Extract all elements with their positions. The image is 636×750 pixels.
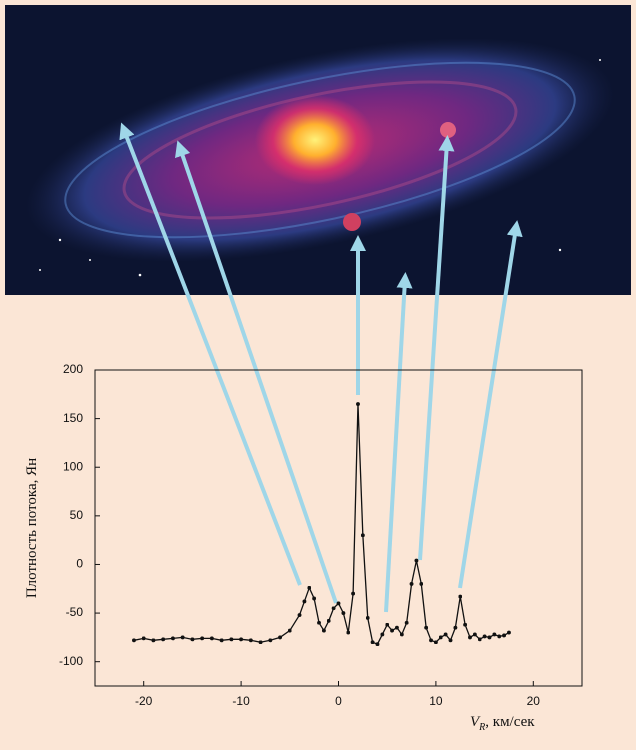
x-axis-label: VR, км/сек [470, 714, 535, 733]
x-tick-label: -20 [135, 694, 153, 708]
y-tick-label: 200 [63, 362, 83, 376]
y-tick-label: 50 [70, 508, 84, 522]
spectrum-line [132, 402, 511, 647]
x-tick-label: -10 [232, 694, 250, 708]
y-tick-label: -100 [59, 654, 83, 668]
galaxy-illustration [5, 5, 631, 295]
y-tick-label: 150 [63, 411, 83, 425]
arrow [384, 272, 413, 613]
x-label-symbol: V [470, 714, 481, 730]
y-tick-label: 100 [63, 459, 83, 473]
x-tick-label: 20 [527, 694, 541, 708]
x-tick-label: 10 [429, 694, 443, 708]
y-axis-label: Плотность потока, Ян [24, 458, 40, 598]
y-tick-label: -50 [66, 605, 84, 619]
x-label-unit: , км/сек [485, 714, 535, 730]
x-tick-label: 0 [335, 694, 342, 708]
y-tick-label: 0 [76, 557, 83, 571]
x-label-subscript: R [478, 722, 485, 733]
